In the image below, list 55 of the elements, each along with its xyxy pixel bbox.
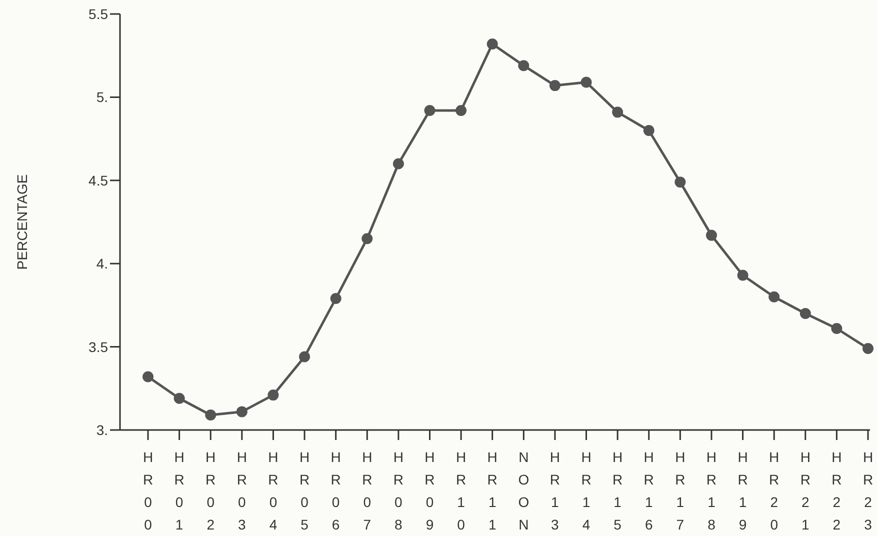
x-tick-label: HR02 bbox=[206, 449, 216, 532]
point bbox=[205, 410, 216, 421]
point bbox=[612, 106, 624, 118]
x-tick-label: HR09 bbox=[424, 449, 435, 532]
point bbox=[518, 60, 530, 72]
x-tick-label: HR01 bbox=[174, 449, 184, 532]
point bbox=[392, 158, 404, 170]
x-tick-label: HR08 bbox=[393, 449, 404, 532]
point bbox=[299, 351, 310, 362]
x-tick-label: HR00 bbox=[142, 449, 154, 532]
x-tick-label: HR17 bbox=[675, 449, 686, 532]
x-tick-label: HR15 bbox=[612, 449, 623, 532]
point bbox=[174, 392, 185, 404]
x-tick-label: HR06 bbox=[330, 449, 341, 532]
point bbox=[831, 322, 842, 334]
x-tick-label: HR04 bbox=[268, 449, 278, 532]
x-tick-label: HR16 bbox=[644, 449, 654, 532]
point bbox=[862, 342, 874, 354]
x-tick-label: HR18 bbox=[706, 449, 717, 532]
x-tick-label: HR23 bbox=[862, 449, 874, 532]
y-axis-title: PERCENTAGE bbox=[14, 174, 30, 270]
point bbox=[580, 76, 592, 88]
point bbox=[424, 105, 436, 116]
x-tick-label: HR13 bbox=[550, 449, 560, 532]
point bbox=[486, 38, 498, 50]
point bbox=[142, 371, 154, 382]
x-tick-label: HR05 bbox=[299, 449, 310, 532]
point bbox=[768, 291, 780, 302]
point bbox=[362, 233, 373, 244]
x-tick-label: HR11 bbox=[487, 449, 498, 532]
point bbox=[330, 293, 342, 304]
point bbox=[737, 270, 748, 281]
x-tick-label: HR10 bbox=[456, 449, 466, 532]
y-tick-label: 4. bbox=[96, 256, 108, 272]
point bbox=[236, 406, 248, 418]
x-tick-label: HR03 bbox=[236, 449, 247, 532]
x-tick-label: HR14 bbox=[581, 449, 592, 532]
point bbox=[800, 308, 811, 320]
point bbox=[456, 105, 467, 116]
y-tick-label: 5.5 bbox=[88, 6, 108, 22]
x-tick-label: HR07 bbox=[362, 449, 372, 532]
y-tick-label: 5. bbox=[96, 89, 108, 106]
point bbox=[706, 230, 717, 241]
x-tick-label: HR20 bbox=[769, 449, 780, 532]
y-tick-label: 3.5 bbox=[88, 338, 108, 355]
x-tick-label: HR19 bbox=[738, 449, 748, 532]
x-tick-label: HR21 bbox=[800, 449, 810, 532]
x-tick-label: HR22 bbox=[832, 449, 842, 532]
point bbox=[643, 124, 654, 136]
y-tick-label: 4.5 bbox=[88, 172, 108, 188]
point bbox=[549, 80, 560, 92]
point bbox=[674, 176, 686, 188]
point bbox=[268, 390, 279, 401]
y-tick-label: 3. bbox=[96, 422, 108, 438]
x-tick-label: NOON bbox=[518, 449, 530, 532]
